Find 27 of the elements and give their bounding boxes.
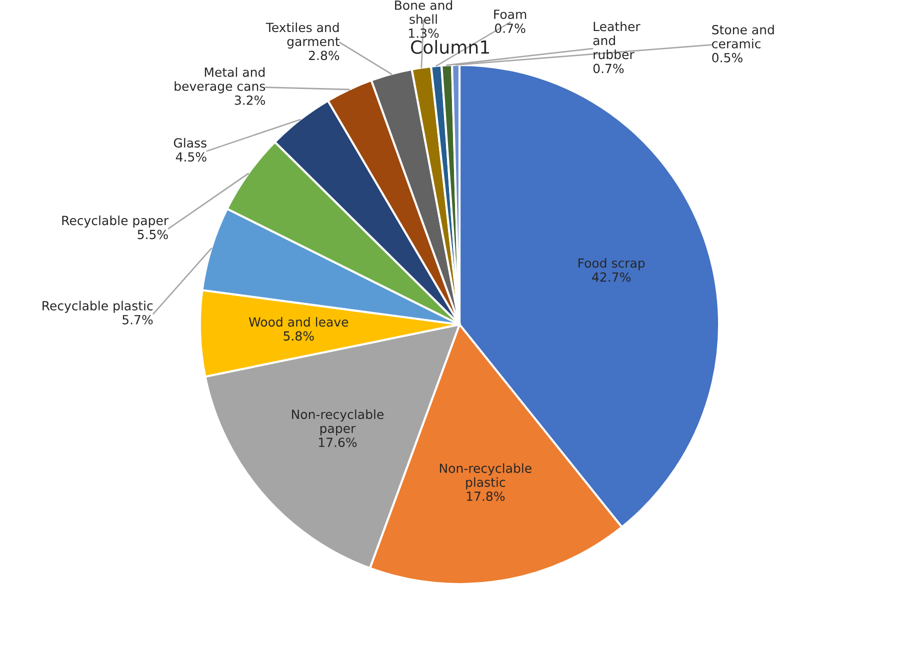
slice-label: Stone and ceramic — [712, 24, 774, 48]
slice-label: Recyclable plastic — [42, 300, 153, 313]
slice-label: Leather and rubber — [593, 22, 640, 60]
slice-label: Glass — [174, 138, 206, 148]
data-label: 4.5% — [176, 152, 206, 162]
slice-label: Textiles and garment — [266, 22, 340, 49]
data-label: 5.5% — [138, 230, 168, 240]
data-label: 17.8% — [466, 492, 505, 501]
data-label: 1.3% — [408, 28, 439, 38]
data-label: 0.5% — [712, 52, 742, 62]
slice-label: Non-recyclable plastic — [440, 463, 532, 490]
slice-label: Bone and shell — [395, 0, 452, 24]
data-label: 0.7% — [495, 24, 526, 33]
data-label: 2.8% — [308, 50, 340, 60]
slice-label: Metal and beverage cans — [174, 67, 266, 94]
data-label: 0.7% — [593, 64, 624, 74]
slice-label: Food scrap — [578, 258, 645, 270]
data-label: 5.7% — [122, 314, 153, 324]
slice-label: Foam — [494, 10, 526, 19]
slice-label: Wood and leave — [248, 317, 348, 327]
data-label: 17.6% — [318, 438, 357, 448]
data-label: 3.2% — [234, 95, 265, 105]
data-label: 42.7% — [592, 272, 631, 282]
slice-label: Non-recyclable paper — [292, 409, 384, 436]
text: Column1 — [411, 40, 489, 54]
slice-label: Recyclable paper — [62, 216, 169, 228]
data-label: 5.8% — [284, 331, 314, 341]
